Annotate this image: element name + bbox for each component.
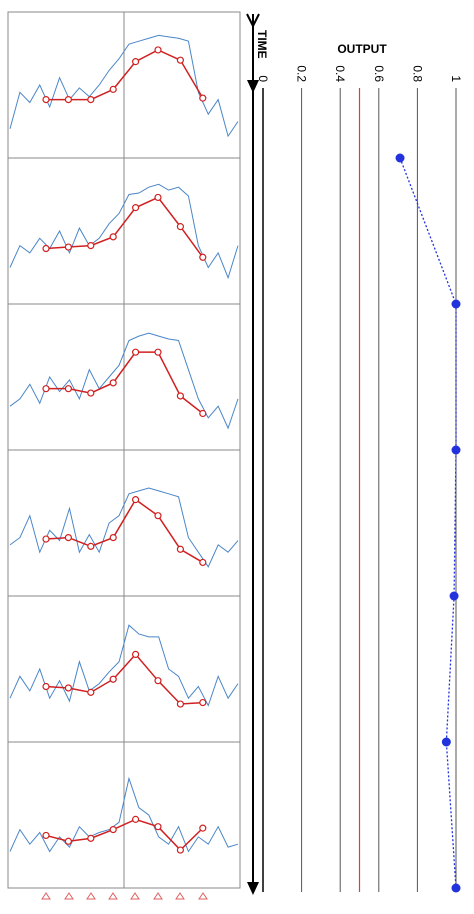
feature-point — [154, 823, 162, 831]
feature-point — [132, 815, 140, 823]
feature-point — [42, 535, 50, 543]
feature-point — [132, 496, 140, 504]
feature-point — [176, 392, 184, 400]
feature-point — [132, 348, 140, 356]
feature-point — [87, 389, 95, 397]
feature-point — [176, 56, 184, 64]
feature-point — [132, 204, 140, 212]
feature-line — [45, 498, 204, 564]
feature-point — [154, 348, 162, 356]
feature-point — [199, 253, 207, 261]
feature-point — [176, 846, 184, 854]
feature-point — [64, 243, 73, 251]
feature-line — [46, 49, 204, 101]
feature-point — [199, 698, 207, 707]
feature-point — [154, 193, 162, 202]
feature-point — [154, 677, 162, 685]
feature-point — [87, 688, 95, 696]
feature-line — [45, 196, 204, 258]
feature-point — [154, 512, 162, 520]
feature-point — [42, 385, 50, 393]
feature-point — [109, 379, 117, 387]
output-point — [395, 153, 405, 163]
output-point — [449, 591, 459, 601]
signal-line — [9, 487, 239, 568]
feature-point — [109, 675, 117, 683]
feature-line — [45, 818, 204, 852]
output-line — [399, 157, 457, 889]
feature-point — [64, 684, 73, 692]
output-point — [451, 299, 461, 309]
feature-point — [64, 95, 73, 104]
triangles — [41, 892, 208, 900]
x-axis-label: OUTPUT — [337, 42, 387, 56]
feature-point — [42, 95, 50, 104]
feature-point — [64, 385, 73, 393]
feature-point — [199, 409, 207, 418]
feature-point — [199, 558, 207, 567]
feature-line — [46, 351, 204, 415]
arrow-tail — [246, 13, 260, 29]
x-tick-label: 0.4 — [333, 65, 347, 82]
feature-point — [109, 233, 117, 241]
feature-line — [45, 653, 203, 705]
feature-point — [64, 837, 73, 845]
feature-point — [132, 58, 140, 66]
feature-point — [109, 825, 117, 834]
feature-point — [64, 533, 73, 542]
x-tick-label: 0.6 — [372, 65, 386, 82]
signal-line — [9, 624, 239, 707]
x-tick-label: 0.2 — [295, 65, 309, 82]
output-point — [441, 737, 451, 747]
feature-point — [109, 533, 117, 542]
feature-point — [176, 545, 184, 553]
feature-point — [132, 650, 140, 659]
feature-point — [109, 85, 117, 93]
feature-point — [42, 244, 50, 253]
output-point — [451, 445, 461, 455]
feature-point — [87, 834, 95, 842]
x-tick-label: 0.8 — [410, 65, 424, 82]
signal-line — [9, 776, 239, 853]
feature-point — [176, 700, 184, 708]
feature-point — [176, 223, 184, 231]
feature-point — [87, 242, 95, 250]
x-tick-label: 1 — [449, 75, 463, 82]
feature-point — [87, 542, 95, 550]
signal-line — [9, 332, 239, 430]
feature-point — [42, 831, 50, 840]
x-tick-label: 0 — [256, 75, 270, 82]
feature-point — [199, 94, 207, 102]
feature-point — [42, 682, 50, 691]
output-point — [451, 883, 461, 893]
y-axis-label: TIME — [255, 30, 269, 59]
feature-point — [199, 824, 207, 832]
feature-point — [87, 95, 95, 104]
feature-point — [154, 46, 162, 54]
